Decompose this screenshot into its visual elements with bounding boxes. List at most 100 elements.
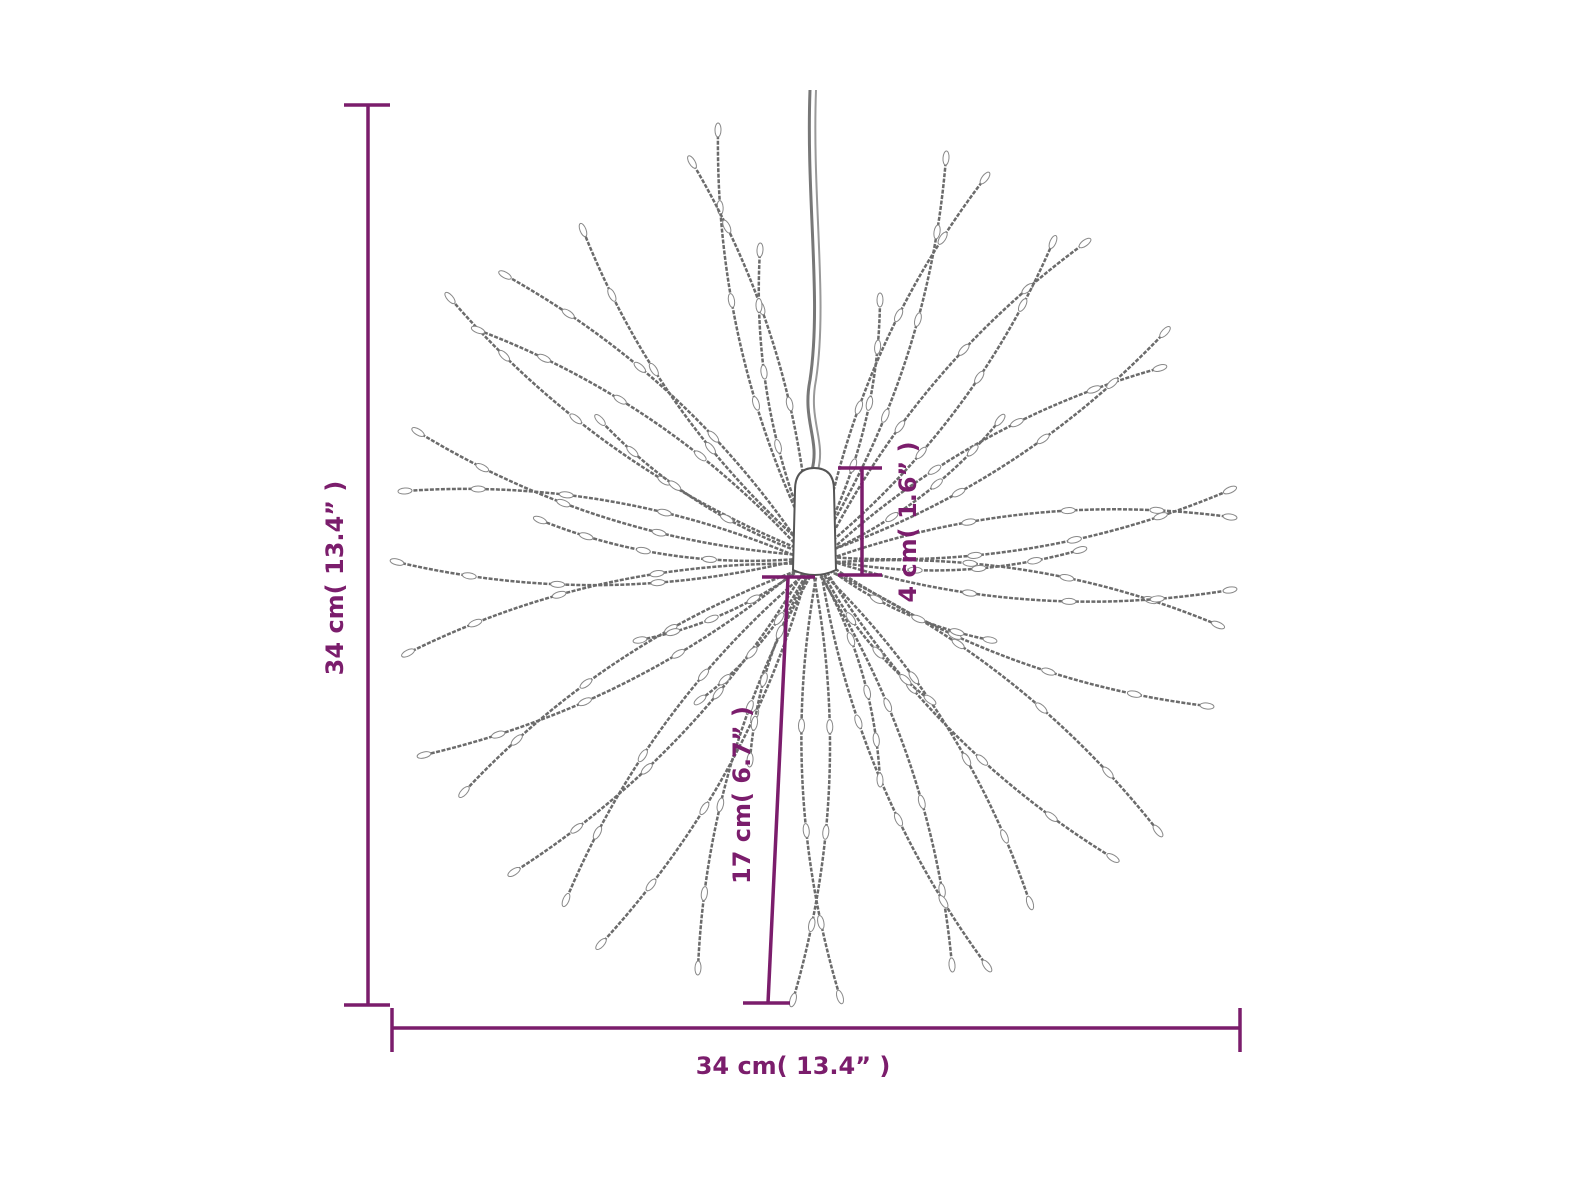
led-bulb xyxy=(961,752,972,767)
strand xyxy=(828,569,1159,832)
strand xyxy=(825,548,1081,572)
width-label: 34 cm( 13.4” ) xyxy=(696,1052,891,1080)
led-bulb xyxy=(894,420,906,434)
led-bulb xyxy=(671,648,685,659)
led-bulb xyxy=(755,297,763,313)
led-bulb xyxy=(962,589,977,597)
strand xyxy=(407,562,799,655)
led-bulb xyxy=(981,959,993,973)
led-bulb xyxy=(716,797,725,813)
strand xyxy=(825,571,1114,860)
led-bulb xyxy=(745,700,754,715)
led-bulb xyxy=(498,270,512,280)
strand xyxy=(821,419,1001,556)
led-bulb xyxy=(872,646,884,659)
led-bulb xyxy=(1061,597,1077,605)
led-bulb xyxy=(994,413,1006,427)
led-bulb xyxy=(874,339,882,355)
strand xyxy=(818,565,931,701)
led-bulb xyxy=(507,866,521,878)
strand xyxy=(831,488,1231,561)
led-bulb xyxy=(632,636,648,644)
led-bulb xyxy=(1106,377,1119,389)
led-bulb xyxy=(551,590,567,599)
led-bulb xyxy=(1041,667,1056,676)
led-bulb xyxy=(550,580,566,588)
led-bulb xyxy=(937,231,948,245)
light-strands xyxy=(389,122,1238,1008)
led-bulb xyxy=(933,224,941,240)
strand xyxy=(404,487,800,559)
led-bulb xyxy=(949,628,965,637)
strand xyxy=(831,560,1231,603)
led-bulb xyxy=(668,480,682,491)
led-bulb xyxy=(1152,824,1164,838)
led-bulb xyxy=(704,441,716,455)
led-bulb xyxy=(876,292,884,308)
led-bulb xyxy=(592,825,603,840)
led-bulb xyxy=(1044,811,1058,822)
strand xyxy=(816,568,882,781)
led-bulb xyxy=(899,674,912,686)
led-bulb xyxy=(869,594,884,605)
led-bulb xyxy=(470,485,486,493)
hub-height-dimension: 4 cm( 1.6” ) xyxy=(838,441,922,603)
led-bulb xyxy=(883,698,893,713)
led-bulb xyxy=(397,487,413,495)
strand xyxy=(581,229,807,548)
led-bulb xyxy=(613,394,627,405)
led-bulb xyxy=(699,801,710,816)
led-bulb xyxy=(1000,829,1009,844)
led-bulb xyxy=(1149,595,1165,603)
strand xyxy=(800,577,842,998)
strand xyxy=(463,568,802,793)
led-bulb xyxy=(1152,364,1168,372)
led-bulb xyxy=(411,427,425,437)
led-bulb xyxy=(746,752,754,768)
led-bulb xyxy=(1036,433,1050,445)
strand xyxy=(823,241,1055,549)
led-bulb xyxy=(822,824,830,840)
led-bulb xyxy=(845,612,857,626)
led-bulb xyxy=(835,989,845,1005)
led-bulb xyxy=(911,614,926,624)
radius-label: 17 cm( 6.7” ) xyxy=(728,706,756,884)
led-bulb xyxy=(1102,766,1114,779)
led-bulb xyxy=(645,878,657,892)
led-bulb xyxy=(578,222,588,238)
led-bulb xyxy=(974,370,985,384)
led-bulb xyxy=(961,518,977,526)
led-bulb xyxy=(561,892,571,908)
led-bulb xyxy=(1060,507,1076,515)
led-bulb xyxy=(1072,546,1088,554)
strand xyxy=(504,273,804,550)
strand xyxy=(477,328,803,552)
led-bulb xyxy=(702,555,717,563)
led-bulb xyxy=(633,361,647,373)
strand xyxy=(600,575,808,945)
led-bulb xyxy=(712,686,724,700)
led-bulb xyxy=(848,458,858,473)
led-bulb xyxy=(908,671,920,685)
led-bulb xyxy=(665,628,681,637)
led-bulb xyxy=(1153,512,1168,521)
led-bulb xyxy=(1009,418,1024,428)
strand xyxy=(824,241,1086,548)
led-bulb xyxy=(1027,557,1042,565)
strand xyxy=(829,564,1208,708)
strand xyxy=(748,567,814,761)
led-bulb xyxy=(470,325,486,335)
led-bulb xyxy=(577,697,592,707)
strand xyxy=(791,577,832,1001)
led-bulb xyxy=(468,618,483,628)
strand xyxy=(396,558,799,587)
led-bulb xyxy=(569,413,582,425)
led-bulb xyxy=(720,513,734,524)
led-bulb xyxy=(401,648,415,658)
hub-capsule xyxy=(791,466,838,576)
led-bulb xyxy=(650,579,666,587)
led-bulb xyxy=(1199,702,1215,710)
led-bulb xyxy=(704,614,719,624)
strand xyxy=(690,161,812,545)
